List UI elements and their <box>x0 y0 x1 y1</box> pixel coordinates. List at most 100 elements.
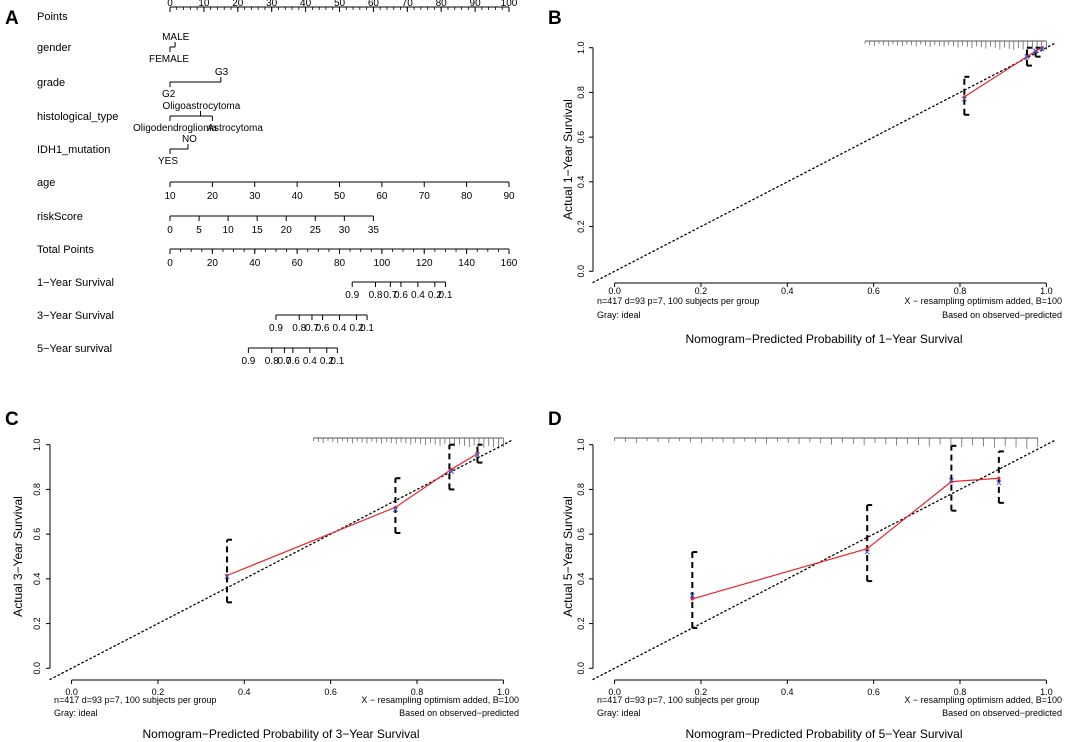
nomogram-tick-label: 0.9 <box>241 356 255 367</box>
note-observed-predicted: Based on observed−predicted <box>942 310 1062 320</box>
nomogram-tick-label: 0.6 <box>316 323 330 334</box>
x-tick-label: 0.4 <box>781 687 794 697</box>
nomogram-tick-label: 0.9 <box>345 290 359 301</box>
x-axis-label: Nomogram−Predicted Probability of 5−Year… <box>685 727 962 741</box>
nomogram-tick-label: 0.4 <box>333 323 347 334</box>
nomogram-level-label: Oligodendroglioma <box>133 123 217 134</box>
note-sample-info: n=417 d=93 p=7, 100 subjects per group <box>597 695 759 705</box>
nomogram-tick-label: 40 <box>249 258 261 269</box>
nomogram-tick-label: 0.1 <box>330 356 344 367</box>
y-axis-label: Actual 5−Year Survival <box>561 496 575 617</box>
x-tick-label: 1.0 <box>1040 286 1053 296</box>
y-tick-label: 0.8 <box>576 483 586 496</box>
nomogram-tick-label: 120 <box>416 258 433 269</box>
nomogram-tick-label: 10 <box>164 191 176 202</box>
apparent-line <box>692 477 999 600</box>
y-tick-label: 0.0 <box>576 265 586 278</box>
nomogram-tick-label: 0.1 <box>360 323 374 334</box>
calibration-plot-5-year: 0.0 0.2 0.4 0.6 0.8 1.0 0.0 0.2 0.4 0.6 0.8 1.0 Actu… <box>561 437 1062 741</box>
nomogram-label-gender: gender <box>37 42 72 54</box>
x-tick-label: 0.2 <box>695 286 708 296</box>
nomogram-level-label: YES <box>158 156 178 167</box>
nomogram-tick-label: 50 <box>334 0 346 9</box>
y-tick-label: 0.0 <box>576 662 586 675</box>
y-tick-label: 0.4 <box>32 573 42 586</box>
nomogram-tick-label: 0.7 <box>383 290 397 301</box>
ideal-line <box>592 439 1056 681</box>
x-tick-label: 1.0 <box>1040 687 1053 697</box>
nomogram-level-label: FEMALE <box>149 54 189 65</box>
x-tick-label: 0.8 <box>954 286 967 296</box>
y-tick-label: 0.0 <box>32 662 42 675</box>
nomogram-tick-label: 40 <box>292 191 304 202</box>
nomogram-tick-label: 0.2 <box>349 323 363 334</box>
nomogram-tick-label: 80 <box>461 191 473 202</box>
bias-corrected-point <box>689 593 695 599</box>
y-tick-label: 1.0 <box>576 41 586 54</box>
y-axis-label: Actual 1−Year Survival <box>561 99 575 220</box>
nomogram-tick-label: 0 <box>167 225 173 236</box>
nomogram-tick-label: 0.4 <box>411 290 425 301</box>
nomogram-tick-label: 90 <box>470 0 482 9</box>
panel-letter-d: D <box>548 409 562 430</box>
nomogram-tick-label: 40 <box>300 0 312 9</box>
bias-corrected-point <box>1039 46 1045 52</box>
x-tick-label: 1.0 <box>497 687 510 697</box>
ideal-line <box>49 439 513 681</box>
nomogram-level-label: Oligoastrocytoma <box>163 101 241 112</box>
y-tick-label: 0.4 <box>576 176 586 189</box>
nomogram-tick-label: 0.6 <box>394 290 408 301</box>
x-axis-label: Nomogram−Predicted Probability of 3−Year… <box>142 727 419 741</box>
nomogram-tick-label: 90 <box>503 191 515 202</box>
y-tick-label: 0.8 <box>576 86 586 99</box>
nomogram-tick-label: 20 <box>207 191 219 202</box>
nomogram-label-3-year-survival: 3−Year Survival <box>37 310 114 322</box>
nomogram-tick-label: 70 <box>419 191 431 202</box>
nomogram-label-histological-type: histological_type <box>37 111 118 123</box>
nomogram-level-label: G3 <box>215 67 229 78</box>
apparent-line <box>964 47 1043 98</box>
note-resampling: X − resampling optimism added, B=100 <box>361 695 519 705</box>
nomogram-tick-label: 20 <box>281 225 293 236</box>
nomogram-tick-label: 25 <box>310 225 322 236</box>
panel-letter-a: A <box>5 8 19 29</box>
nomogram-tick-label: 35 <box>368 225 380 236</box>
nomogram-tick-label: 20 <box>207 258 219 269</box>
x-axis-label: Nomogram−Predicted Probability of 1−Year… <box>685 332 962 346</box>
y-tick-label: 0.4 <box>576 573 586 586</box>
nomogram-tick-label: 10 <box>198 0 210 9</box>
note-observed-predicted: Based on observed−predicted <box>942 708 1062 718</box>
y-tick-label: 0.8 <box>32 483 42 496</box>
ideal-line <box>592 42 1056 284</box>
calibration-plot-3-year: 0.0 0.2 0.4 0.6 0.8 1.0 0.0 0.2 0.4 0.6 0.8 1.0 Actu… <box>11 437 519 741</box>
nomogram-tick-label: 70 <box>402 0 414 9</box>
bias-corrected-point <box>1024 54 1030 60</box>
nomogram-tick-label: 0.2 <box>428 290 442 301</box>
bias-corrected-point <box>864 549 870 555</box>
nomogram-tick-label: 0.6 <box>286 356 300 367</box>
nomogram-tick-label: 140 <box>458 258 475 269</box>
note-resampling: X − resampling optimism added, B=100 <box>904 296 1062 306</box>
bias-corrected-point <box>224 574 230 580</box>
y-tick-label: 0.6 <box>576 528 586 541</box>
nomogram-tick-label: 0.9 <box>269 323 283 334</box>
nomogram-tick-label: 0.2 <box>320 356 334 367</box>
nomogram-tick-label: 10 <box>223 225 235 236</box>
nomogram-label-1-year-survival: 1−Year Survival <box>37 277 114 289</box>
x-tick-label: 0.2 <box>152 687 165 697</box>
nomogram-tick-label: 100 <box>501 0 518 9</box>
x-tick-label: 0.4 <box>238 687 251 697</box>
y-tick-label: 0.2 <box>32 617 42 630</box>
note-sample-info: n=417 d=93 p=7, 100 subjects per group <box>597 296 759 306</box>
note-observed-predicted: Based on observed−predicted <box>399 708 519 718</box>
y-tick-label: 1.0 <box>32 438 42 451</box>
nomogram-tick-label: 60 <box>368 0 380 9</box>
nomogram-tick-label: 0 <box>167 0 173 9</box>
y-tick-label: 1.0 <box>576 438 586 451</box>
x-tick-label: 0.0 <box>65 687 78 697</box>
nomogram-tick-label: 60 <box>292 258 304 269</box>
nomogram-tick-label: 100 <box>374 258 391 269</box>
note-gray-ideal: Gray: ideal <box>597 708 641 718</box>
nomogram-tick-label: 0.7 <box>305 323 319 334</box>
nomogram-label-age: age <box>37 177 55 189</box>
